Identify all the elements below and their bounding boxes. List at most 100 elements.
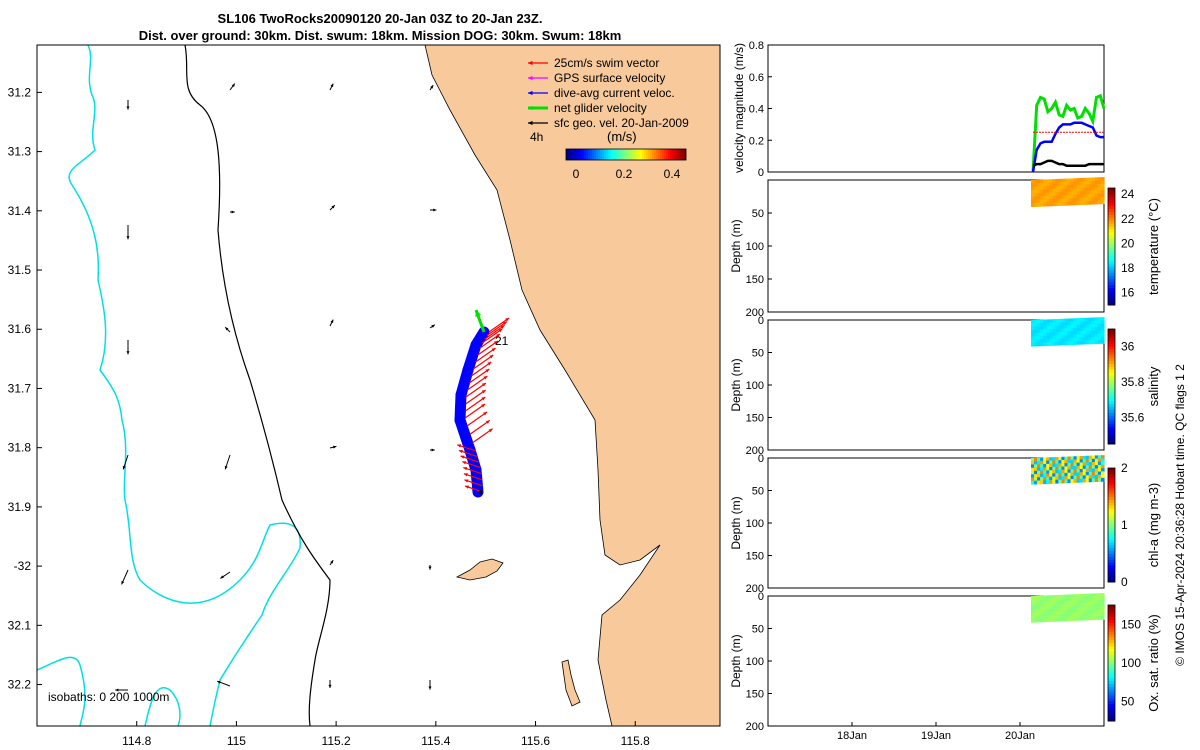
- profile-colorbar-segment: [1108, 421, 1115, 425]
- profile-data-cell: [1034, 480, 1038, 485]
- profile-data-cell: [1091, 187, 1096, 192]
- profile-data-cell: [1100, 596, 1105, 601]
- profile-data-cell: [1031, 186, 1035, 191]
- map-colorbar-segment: [612, 149, 615, 160]
- profile-data-cell: [1085, 194, 1090, 199]
- map-colorbar-segment: [654, 149, 657, 160]
- profile-data-cell: [1100, 317, 1105, 321]
- profile-data-cell: [1049, 335, 1053, 340]
- profile-data-cell: [1034, 605, 1038, 610]
- profile-data-cell: [1088, 330, 1093, 335]
- profile-data-cell: [1064, 614, 1069, 618]
- profile-colorbar-segment: [1108, 613, 1115, 618]
- velocity-series-line: [1031, 93, 1106, 173]
- profile-data-cell: [1088, 333, 1093, 338]
- profile-colorbar-segment: [1108, 243, 1115, 247]
- profile-data-cell: [1082, 465, 1087, 470]
- profile-data-cell: [1055, 202, 1059, 206]
- profile-data-cell: [1037, 199, 1041, 204]
- swim-vector: [484, 324, 505, 340]
- profile-data-cell: [1085, 475, 1090, 480]
- profile-y-tick-label: 150: [746, 551, 764, 563]
- profile-data-cell: [1100, 200, 1105, 205]
- profile-data-cell: [1082, 321, 1087, 325]
- profile-data-cell: [1091, 317, 1096, 322]
- swim-vector: [472, 428, 493, 444]
- map-colorbar-segment: [566, 149, 569, 160]
- profile-data-cell: [1100, 336, 1105, 341]
- profile-data-cell: [1079, 469, 1084, 473]
- profile-y-tick-label: 150: [746, 274, 764, 286]
- profile-data-cell: [1094, 468, 1099, 473]
- profile-data-cell: [1070, 475, 1075, 480]
- profile-data-cell: [1031, 618, 1035, 623]
- profile-data-cell: [1088, 478, 1093, 483]
- swim-arrowhead: [463, 473, 468, 477]
- map-colorbar-segment: [644, 149, 647, 160]
- velocity-ylabel: velocity magnitude (m/s): [732, 43, 746, 173]
- profile-colorbar-tick: 20: [1121, 236, 1135, 250]
- profile-data-cell: [1064, 607, 1069, 612]
- profile-colorbar-segment: [1108, 468, 1115, 472]
- profile-data-cell: [1088, 475, 1093, 479]
- profile-data-cell: [1085, 465, 1090, 470]
- profile-data-cell: [1085, 468, 1090, 473]
- profile-data-cell: [1055, 322, 1059, 327]
- map-colorbar-segment: [572, 149, 575, 160]
- profile-colorbar-label: salinity: [1146, 366, 1161, 406]
- profile-data-cell: [1085, 610, 1090, 614]
- profile-data-cell: [1046, 179, 1050, 184]
- profile-colorbar-segment: [1108, 352, 1115, 356]
- profile-data-cell: [1037, 329, 1041, 334]
- profile-colorbar-segment: [1108, 648, 1115, 652]
- profile-data-cell: [1067, 469, 1072, 474]
- profile-data-cell: [1061, 463, 1066, 468]
- profile-data-cell: [1073, 456, 1078, 461]
- profile-data-cell: [1064, 328, 1069, 333]
- profile-data-cell: [1034, 336, 1038, 340]
- profile-colorbar-tick: 100: [1121, 656, 1141, 670]
- profile-data-cell: [1091, 337, 1096, 341]
- map-colorbar-segment: [592, 149, 595, 160]
- profile-data-cell: [1034, 612, 1038, 616]
- profile-data-cell: [1037, 179, 1041, 184]
- map-colorbar-tick: 0.4: [664, 167, 681, 181]
- profile-data-cell: [1091, 455, 1096, 460]
- profile-data-cell: [1100, 190, 1105, 195]
- profile-data-cell: [1097, 336, 1102, 341]
- profile-data-cell: [1037, 602, 1041, 607]
- profile-colorbar-segment: [1108, 510, 1115, 515]
- profile-data-cell: [1037, 461, 1041, 465]
- profile-colorbar-segment: [1108, 636, 1115, 641]
- profile-data-cell: [1049, 338, 1053, 343]
- velocity-y-tick-label: 0.6: [749, 72, 764, 84]
- profile-data-cell: [1043, 339, 1047, 343]
- map-colorbar-segment: [580, 149, 583, 160]
- profile-data-cell: [1061, 598, 1066, 602]
- profile-data-cell: [1082, 597, 1087, 601]
- profile-data-cell: [1067, 617, 1072, 622]
- geostrophic-arrowhead: [430, 85, 434, 89]
- profile-data-cell: [1100, 339, 1105, 344]
- profile-panel: 50 100 150 200 Depth (m) 16 18 20 22 24 temperatur…: [729, 177, 1161, 319]
- profile-data-cell: [1094, 330, 1099, 335]
- profile-data-cell: [1097, 197, 1102, 201]
- profile-data-cell: [1085, 478, 1090, 483]
- profile-colorbar-segment: [1108, 544, 1115, 549]
- profile-data-cell: [1091, 468, 1096, 473]
- profile-data-cell: [1100, 474, 1105, 479]
- profile-data-cell: [1049, 195, 1053, 200]
- profile-colorbar-segment: [1108, 651, 1115, 655]
- profile-colorbar-segment: [1108, 252, 1115, 256]
- profile-data-cell: [1079, 472, 1084, 477]
- profile-data-cell: [1058, 341, 1063, 346]
- profile-data-cell: [1061, 198, 1066, 203]
- profile-data-cell: [1064, 331, 1069, 336]
- profile-data-cell: [1058, 318, 1063, 323]
- profile-data-cell: [1031, 193, 1035, 198]
- profile-data-cell: [1061, 614, 1066, 619]
- profile-data-cell: [1070, 191, 1075, 196]
- profile-data-cell: [1097, 596, 1102, 601]
- profile-data-cell: [1067, 178, 1072, 183]
- map-colorbar-segment: [664, 149, 667, 160]
